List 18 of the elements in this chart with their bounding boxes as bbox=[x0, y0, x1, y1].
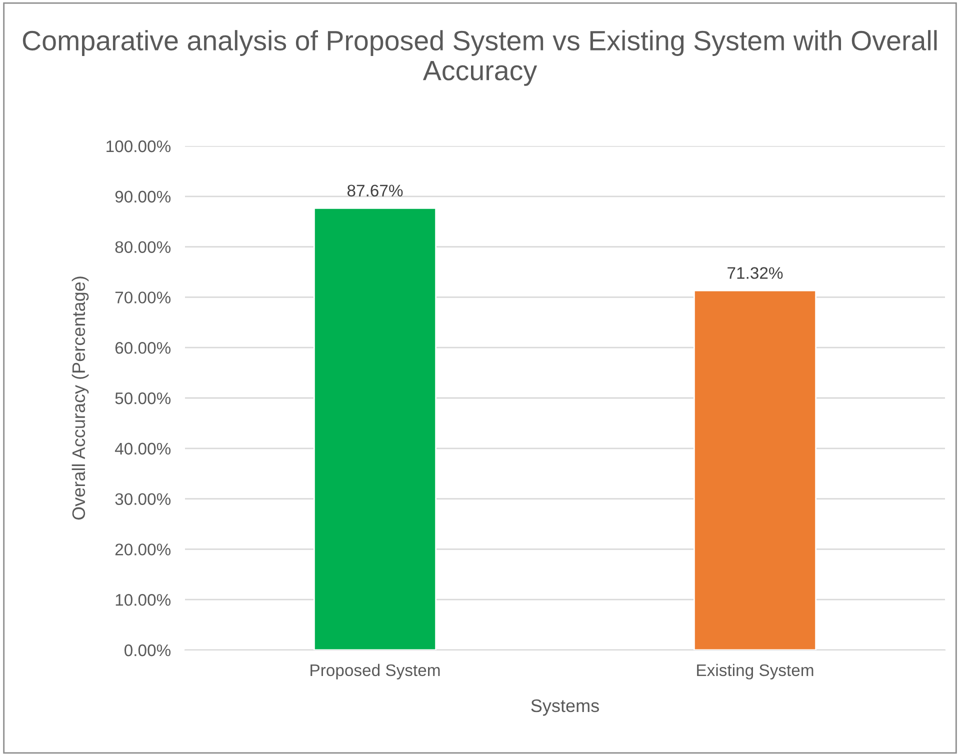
y-tick-label: 80.00% bbox=[115, 241, 171, 254]
x-tick-label: Existing System bbox=[697, 664, 814, 680]
y-tick-label: 0.00% bbox=[124, 644, 171, 656]
data-label: 87.67% bbox=[347, 184, 403, 197]
data-label: 71.32% bbox=[728, 267, 783, 279]
y-axis-title: Overall Accuracy (Percentage) bbox=[72, 276, 89, 520]
y-tick-label: 90.00% bbox=[115, 190, 171, 203]
y-tick-label: 70.00% bbox=[115, 292, 171, 304]
x-tick-label: Proposed System bbox=[310, 664, 440, 680]
y-tick-label: 50.00% bbox=[115, 392, 171, 404]
x-axis-title: Systems bbox=[531, 699, 599, 716]
y-tick-label: 60.00% bbox=[115, 342, 171, 354]
y-tick-label: 10.00% bbox=[116, 594, 171, 606]
y-tick-label: 100.00% bbox=[106, 140, 171, 152]
y-tick-label: 40.00% bbox=[114, 442, 171, 455]
y-tick-label: 30.00% bbox=[115, 493, 171, 506]
y-tick-label: 20.00% bbox=[115, 544, 171, 556]
chart-title: Comparative analysis of Proposed System vs Existing System with Overall Accuracy bbox=[22, 30, 937, 86]
